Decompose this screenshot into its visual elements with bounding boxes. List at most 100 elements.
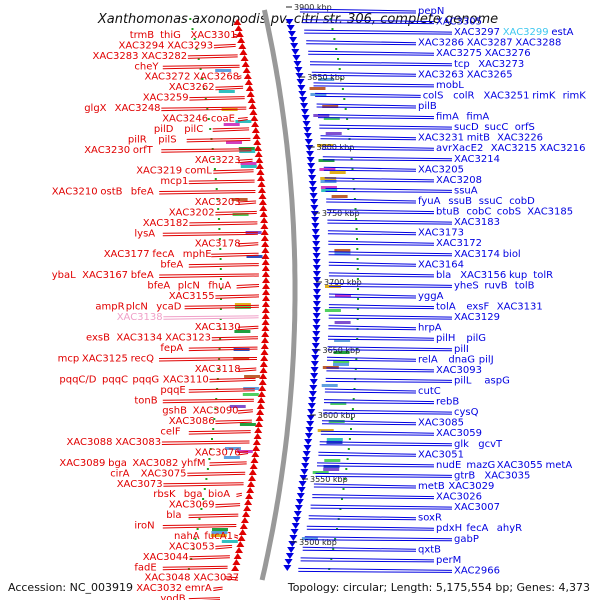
reverse-gene-arrow	[307, 169, 316, 175]
content-track-block	[221, 540, 238, 543]
forward-gene-arrow	[255, 415, 264, 421]
gene-leader-line	[212, 129, 250, 132]
gene-label: pilB	[418, 101, 437, 112]
forward-gene-arrow	[240, 55, 249, 61]
reverse-gene-arrow	[292, 55, 301, 61]
content-track-block	[223, 123, 240, 126]
gene-leader-line	[225, 578, 239, 581]
gene-leader-line	[187, 471, 246, 474]
gene-label: pqqG	[132, 374, 159, 385]
gene-leader-line	[328, 325, 417, 329]
reverse-gene-arrow	[311, 229, 320, 235]
gene-label: XAC3273	[478, 59, 524, 70]
gene-label: relA	[418, 354, 438, 365]
gene-label: nahA	[174, 531, 200, 542]
gene-leader-line	[188, 515, 239, 519]
reverse-gene-arrow	[293, 511, 302, 517]
gene-label: cobD	[509, 196, 535, 207]
gene-label: pilG	[466, 333, 486, 344]
gc-tick	[215, 398, 218, 400]
gene-leader-line	[209, 377, 256, 380]
gene-leader-line	[225, 576, 239, 579]
content-track-block	[240, 165, 257, 168]
gene-label: gcvT	[478, 439, 503, 450]
forward-gene-arrow	[254, 145, 262, 151]
reverse-gene-arrow	[291, 49, 300, 55]
gene-leader-line	[318, 454, 417, 457]
gc-tick	[202, 498, 205, 500]
gc-tick	[354, 368, 357, 370]
gene-label: XAC3286	[418, 38, 464, 49]
gene-leader-line	[299, 11, 417, 14]
gene-leader-line	[188, 390, 255, 393]
gene-leader-line	[310, 504, 453, 508]
gene-leader-line	[316, 462, 435, 466]
gene-label: bga	[108, 458, 127, 469]
gc-tick	[355, 348, 358, 350]
gene-label: XAC3283	[93, 51, 139, 62]
gene-leader-line	[163, 482, 244, 485]
forward-gene-arrow	[259, 205, 268, 211]
reverse-gene-arrow	[312, 307, 321, 313]
gene-label: rbsK	[153, 489, 176, 500]
gene-leader-line	[327, 349, 453, 352]
kbp-label: 3750 kbp	[322, 209, 360, 218]
gene-leader-line	[302, 549, 417, 552]
gc-tick	[351, 168, 354, 170]
gene-label: pilI	[454, 344, 469, 355]
gene-label: XAC3088	[67, 437, 113, 448]
gene-label: XAC3275	[436, 48, 482, 59]
gene-label: cysQ	[454, 407, 479, 418]
gene-leader-line	[237, 325, 259, 328]
gene-label: fecA	[466, 523, 488, 534]
content-track-block	[334, 249, 351, 252]
gene-label: ruvB	[484, 280, 507, 291]
gene-label: tolB	[515, 280, 535, 291]
topology-label: Topology: circular; Length: 5,175,554 bp…	[287, 581, 590, 594]
reverse-gene-arrow	[306, 157, 315, 163]
gene-leader-line	[322, 156, 453, 160]
gene-leader-line	[326, 359, 417, 362]
gene-leader-line	[237, 367, 257, 370]
gene-leader-line	[302, 22, 435, 25]
gene-leader-line	[306, 40, 417, 44]
content-track-block	[324, 459, 341, 462]
content-track-block	[212, 528, 228, 531]
gc-tick	[215, 188, 218, 190]
kbp-label: 3550 kbp	[310, 475, 348, 484]
forward-gene-arrow	[233, 553, 242, 559]
gene-leader-line	[233, 33, 238, 36]
gene-label: XAC3090	[193, 406, 239, 417]
gene-label: cobC	[466, 207, 491, 218]
content-track-block	[333, 360, 350, 363]
forward-gene-arrow	[258, 187, 266, 193]
gene-label: XAC3276	[485, 48, 531, 59]
gene-label: XAC3251	[484, 90, 530, 101]
gene-label: XAC3305	[436, 17, 482, 28]
gene-leader-line	[189, 96, 245, 99]
gene-label: bfeA	[147, 281, 170, 292]
forward-gene-arrow	[261, 313, 270, 319]
reverse-gene-arrow	[294, 505, 303, 511]
gene-leader-line	[328, 304, 435, 308]
gc-tick	[357, 298, 359, 300]
forward-gene-arrow	[235, 31, 244, 37]
gene-label: pdxH	[436, 523, 462, 534]
gene-leader-line	[237, 451, 249, 453]
reverse-gene-arrow	[289, 37, 298, 43]
gene-leader-line	[328, 261, 417, 265]
gene-leader-line	[328, 328, 417, 331]
reverse-gene-arrow	[306, 421, 315, 427]
gc-tick	[219, 308, 222, 310]
gene-leader-line	[209, 379, 256, 383]
gene-leader-line	[319, 127, 453, 130]
gene-leader-line	[213, 169, 254, 172]
reverse-gene-arrow	[312, 271, 321, 277]
reverse-gene-arrow	[306, 415, 315, 421]
gene-leader-line	[188, 181, 255, 185]
gene-leader-line	[328, 240, 435, 244]
reverse-gene-arrow	[303, 445, 312, 451]
gene-label: gshB	[162, 406, 187, 417]
forward-gene-arrow	[238, 529, 247, 535]
forward-gene-arrow	[242, 67, 251, 73]
